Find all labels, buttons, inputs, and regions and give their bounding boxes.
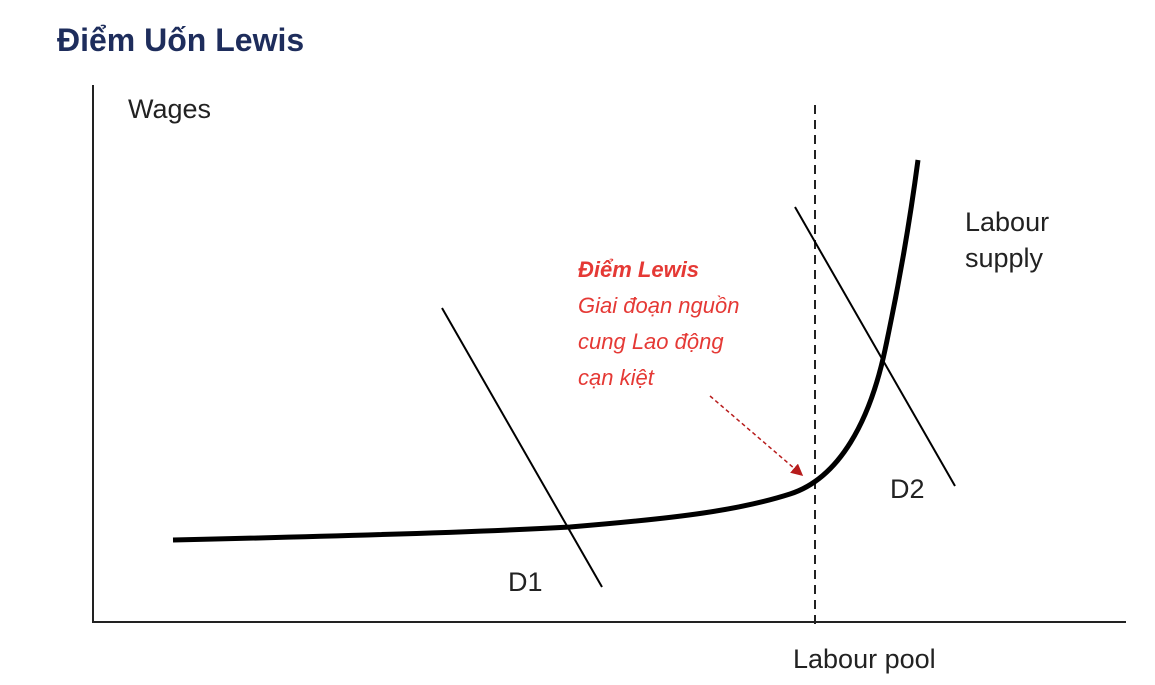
annotation-title: Điểm Lewis [578,257,699,282]
demand-line-2 [794,206,956,487]
demand-label: D2 [890,474,925,504]
supply-label: supply [965,243,1044,273]
title: Điểm Uốn Lewis [57,22,304,58]
annotation-text: Giai đoạn nguồn [578,293,739,318]
demand-label: D1 [508,567,543,597]
annotation-text: cung Lao động [578,329,724,354]
y-axis-label: Wages [128,94,211,124]
x-axis-label: Labour pool [793,644,936,674]
supply-curve [172,159,921,543]
annotation-text: cạn kiệt [578,365,655,390]
supply-label: Labour [965,207,1049,237]
demand-line-1 [441,307,603,588]
annotation-arrow [709,395,804,476]
